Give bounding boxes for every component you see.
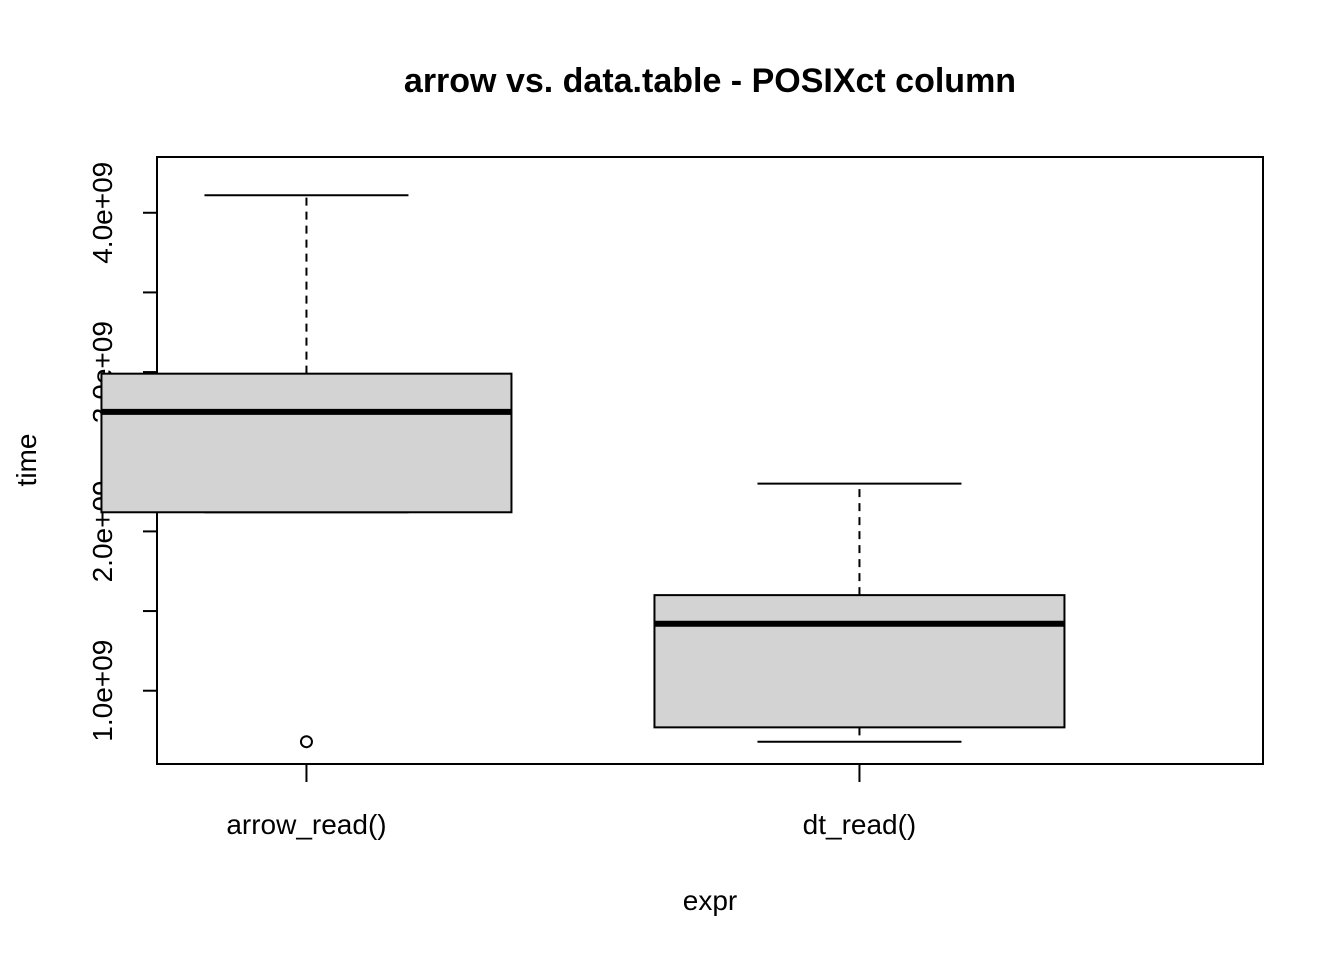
chart-title: arrow vs. data.table - POSIXct column <box>404 62 1016 100</box>
y-tick-label-6: 4.0e+09 <box>87 162 118 264</box>
boxes <box>100 194 1066 749</box>
y-tick-label-0: 1.0e+09 <box>87 640 118 742</box>
outlier-point-0-0 <box>299 735 313 749</box>
x-axis-label: expr <box>683 885 737 916</box>
y-axis: 1.0e+092.0e+093.0e+094.0e+09 <box>87 162 157 742</box>
x-axis: arrow_read() dt_read() <box>226 764 916 840</box>
x-tick-label-0: arrow_read() <box>226 809 386 840</box>
y-axis-label: time <box>11 434 42 487</box>
box-1 <box>653 594 1066 729</box>
x-tick-label-1: dt_read() <box>803 809 917 840</box>
box-0 <box>100 372 513 514</box>
